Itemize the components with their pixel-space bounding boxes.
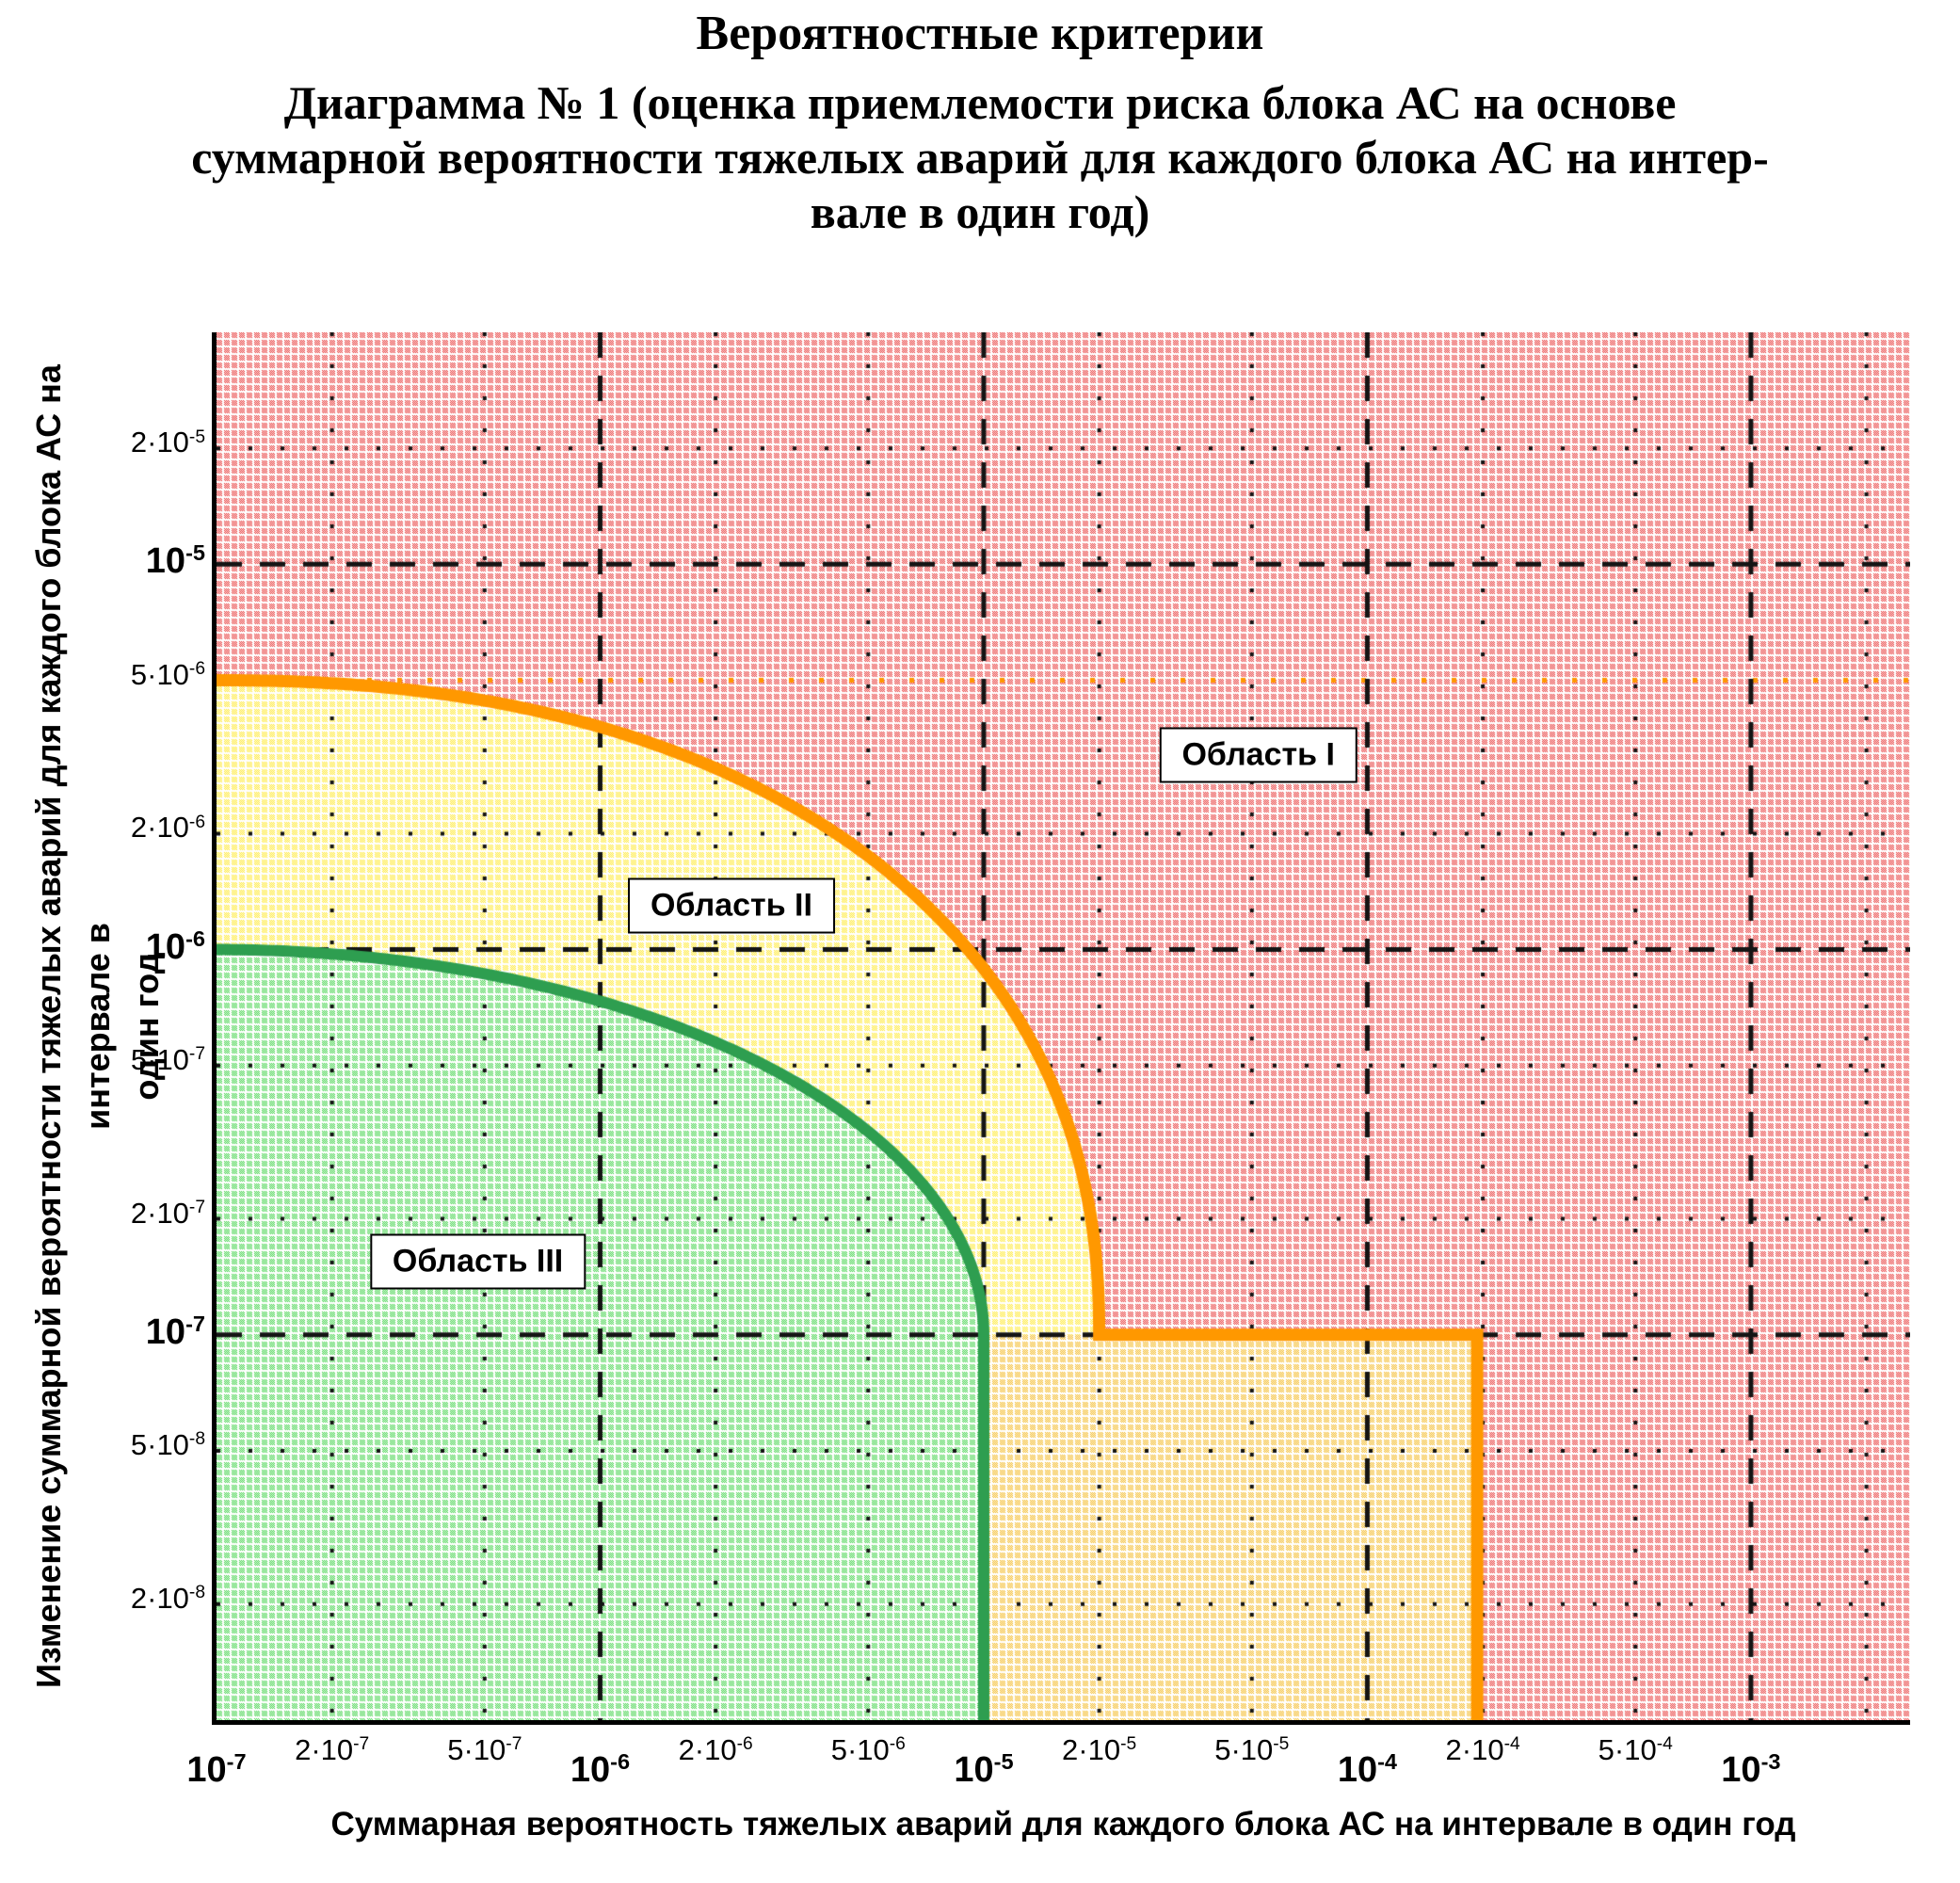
y-tick-label-2·10^-7: 2·10-7: [130, 1196, 205, 1230]
page-title: Вероятностные критерии: [696, 7, 1264, 60]
x-tick-label-2·10^-7: 2·10-7: [295, 1733, 370, 1766]
y-tick-label-10^-6: 10-6: [145, 925, 205, 967]
plot-area: [217, 332, 1910, 1720]
x-tick-label-10^-6: 10-6: [570, 1749, 631, 1790]
x-tick-label-10^-7: 10-7: [186, 1749, 247, 1790]
x-tick-label-5·10^-6: 5·10-6: [830, 1733, 906, 1766]
region-label-1: Область I: [1159, 727, 1358, 783]
x-axis-title: Суммарная вероятность тяжелых аварий для…: [330, 1806, 1796, 1843]
y-tick-label-5·10^-6: 5·10-6: [130, 657, 205, 691]
y-axis-title: Изменение суммарной вероятности тяжелых …: [24, 332, 171, 1720]
region-label-3: Область III: [369, 1233, 586, 1290]
x-tick-label-5·10^-7: 5·10-7: [447, 1733, 522, 1766]
y-axis-title-line-2: один год: [127, 952, 166, 1101]
x-tick-label-2·10^-6: 2·10-6: [678, 1733, 753, 1766]
x-tick-label-10^-3: 10-3: [1721, 1749, 1781, 1790]
x-tick-label-10^-4: 10-4: [1337, 1749, 1398, 1790]
subtitle-line-2: суммарной вероятности тяжелых аварий для…: [191, 131, 1769, 184]
y-tick-label-10^-7: 10-7: [145, 1311, 205, 1352]
y-tick-label-10^-5: 10-5: [145, 540, 205, 582]
x-tick-label-10^-5: 10-5: [954, 1749, 1014, 1790]
region-label-2: Область II: [628, 877, 835, 934]
x-tick-label-5·10^-5: 5·10-5: [1214, 1733, 1290, 1766]
x-tick-label-2·10^-4: 2·10-4: [1445, 1733, 1520, 1766]
x-axis-line: [212, 1720, 1910, 1725]
subtitle-line-3: вале в один год): [810, 185, 1150, 238]
subtitle-line-1: Диаграмма № 1 (оценка приемлемости риска…: [283, 76, 1677, 129]
y-axis-line: [212, 332, 217, 1725]
y-tick-label-5·10^-7: 5·10-7: [130, 1042, 205, 1076]
y-tick-label-2·10^-6: 2·10-6: [130, 811, 205, 845]
x-tick-label-2·10^-5: 2·10-5: [1062, 1733, 1137, 1766]
x-tick-label-5·10^-4: 5·10-4: [1598, 1733, 1673, 1766]
y-tick-label-2·10^-8: 2·10-8: [130, 1581, 205, 1615]
chart-subtitle: Диаграмма № 1 (оценка приемлемости риска…: [0, 75, 1960, 239]
y-axis-title-line-1: Изменение суммарной вероятности тяжелых …: [29, 364, 117, 1688]
y-tick-label-5·10^-8: 5·10-8: [130, 1427, 205, 1461]
y-tick-label-2·10^-5: 2·10-5: [130, 426, 205, 459]
